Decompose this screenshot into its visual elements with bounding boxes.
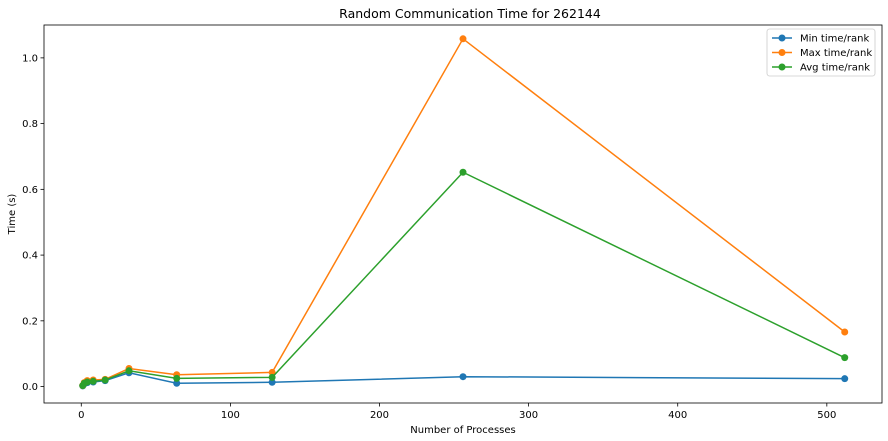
series-min-time-rank [79, 369, 849, 390]
x-tick-label: 200 [370, 410, 389, 421]
data-point-max-time-rank [841, 328, 849, 336]
legend-item-avg-time-rank: Avg time/rank [772, 63, 870, 74]
data-point-min-time-rank [268, 378, 276, 386]
x-tick-label: 400 [668, 410, 687, 421]
y-axis-label: Time (s) [7, 194, 18, 236]
legend-item-min-time-rank: Min time/rank [772, 34, 869, 45]
series-avg-time-rank [79, 168, 849, 390]
series-line-max-time-rank [82, 37, 846, 386]
data-point-min-time-rank [841, 375, 849, 383]
axes: 0 100 200 300 400 500 0.0 0.2 0.4 0.6 0.8 1.0 [22, 24, 883, 421]
legend-label: Min time/rank [800, 34, 869, 45]
data-point-avg-time-rank [101, 376, 109, 384]
x-tick-label: 500 [817, 410, 836, 421]
legend-box [766, 28, 876, 77]
legend-marker-icon [778, 49, 786, 56]
y-tick-label: 0.8 [22, 119, 38, 130]
y-tick-label: 0.4 [22, 251, 38, 262]
data-point-avg-time-rank [125, 367, 133, 375]
x-tick-label: 0 [78, 410, 84, 421]
y-tick-label: 1.0 [22, 53, 38, 64]
legend: Min time/rank Max time/rank Avg time/rank [766, 28, 876, 77]
data-point-avg-time-rank [173, 374, 181, 382]
data-point-min-time-rank [173, 379, 181, 387]
data-point-avg-time-rank [268, 373, 276, 381]
data-point-avg-time-rank [83, 378, 91, 386]
legend-item-max-time-rank: Max time/rank [772, 48, 872, 59]
series-line-avg-time-rank [82, 171, 846, 386]
x-tick-label: 100 [221, 410, 240, 421]
legend-marker-icon [778, 34, 786, 42]
y-tick-label: 0.0 [22, 382, 38, 393]
data-point-avg-time-rank [841, 354, 849, 362]
legend-marker-icon [778, 63, 786, 71]
data-point-max-time-rank [459, 35, 467, 43]
chart-title: Random Communication Time for 262144 [339, 6, 601, 21]
plot-frame [43, 24, 883, 404]
y-tick-label: 0.6 [22, 185, 38, 196]
data-point-avg-time-rank [459, 168, 467, 176]
legend-label: Avg time/rank [800, 63, 870, 74]
x-tick-label: 300 [519, 410, 538, 421]
series-max-time-rank [79, 35, 849, 390]
legend-label: Max time/rank [800, 48, 872, 59]
x-axis-label: Number of Processes [410, 425, 515, 436]
data-point-max-time-rank [268, 368, 276, 376]
series-layer [79, 35, 849, 390]
data-point-min-time-rank [459, 373, 467, 381]
data-point-avg-time-rank [89, 377, 97, 385]
y-tick-label: 0.2 [22, 316, 38, 327]
